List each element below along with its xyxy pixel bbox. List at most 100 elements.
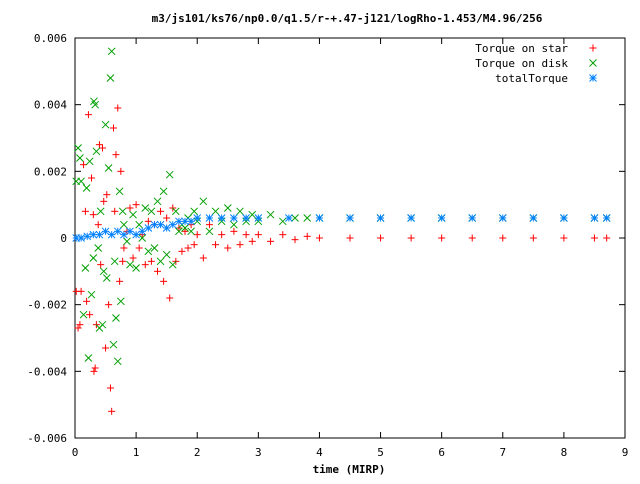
x-tick-label: 3 <box>255 446 262 459</box>
data-point <box>291 214 299 222</box>
data-point <box>144 224 153 232</box>
data-point <box>85 157 94 166</box>
data-point <box>84 111 92 119</box>
data-point <box>110 257 119 266</box>
data-point <box>116 297 125 306</box>
data-point <box>91 100 100 109</box>
data-point <box>230 227 238 235</box>
x-tick-label: 9 <box>622 446 629 459</box>
data-point <box>100 197 108 205</box>
data-point <box>120 220 128 229</box>
data-point <box>108 407 116 415</box>
data-point <box>156 257 165 266</box>
data-point <box>129 210 137 219</box>
data-point <box>303 232 311 240</box>
data-point <box>119 257 127 265</box>
data-point <box>168 260 177 269</box>
data-point <box>126 260 134 269</box>
data-point <box>193 214 202 222</box>
data-point <box>159 187 168 196</box>
data-point <box>99 267 108 276</box>
data-point <box>178 247 186 255</box>
data-point <box>113 357 122 366</box>
data-point <box>81 207 89 215</box>
data-point <box>106 384 114 392</box>
data-point <box>205 214 214 222</box>
data-point <box>205 227 214 236</box>
data-point <box>181 227 189 235</box>
data-point <box>165 170 174 179</box>
data-point <box>138 234 147 242</box>
legend-marker <box>589 44 597 52</box>
data-point <box>175 217 183 226</box>
data-point <box>89 211 97 219</box>
data-point <box>135 244 143 252</box>
x-tick-label: 7 <box>499 446 506 459</box>
data-point <box>602 214 611 222</box>
data-point <box>163 214 171 222</box>
data-point <box>153 197 162 206</box>
data-point <box>112 151 120 159</box>
series-torque-on-disk <box>72 47 611 366</box>
data-point <box>438 234 446 242</box>
data-point <box>141 261 149 269</box>
data-point <box>74 144 82 152</box>
data-point <box>150 244 159 252</box>
data-point <box>135 220 144 229</box>
y-tick-label: -0.002 <box>27 299 67 312</box>
data-point <box>109 340 118 349</box>
series-torque-on-star <box>72 104 611 415</box>
x-tick-label: 2 <box>194 446 201 459</box>
series-totaltorque <box>72 214 611 242</box>
data-point <box>77 234 85 242</box>
data-point <box>126 227 134 236</box>
data-point <box>267 237 275 245</box>
x-tick-label: 4 <box>316 446 323 459</box>
data-point <box>278 217 287 226</box>
data-point <box>82 184 91 192</box>
data-point <box>94 244 103 252</box>
data-point <box>84 354 93 362</box>
y-tick-label: 0.002 <box>34 165 67 178</box>
data-point <box>217 214 226 222</box>
x-axis-label: time (MIRP) <box>313 463 386 476</box>
data-point <box>103 191 111 199</box>
data-point <box>303 214 312 222</box>
y-tick-label: -0.004 <box>27 365 67 378</box>
data-point <box>254 231 262 239</box>
data-point <box>223 204 232 212</box>
data-point <box>123 237 131 246</box>
data-point <box>95 141 103 149</box>
data-point <box>254 214 263 222</box>
data-point <box>193 231 201 239</box>
data-point <box>468 234 476 242</box>
data-point <box>95 230 104 239</box>
data-point <box>76 154 84 162</box>
legend: Torque on star Torque on disk totalTorque <box>475 42 597 85</box>
data-point <box>86 311 94 319</box>
data-point <box>147 257 155 265</box>
data-point <box>285 214 293 222</box>
data-point <box>132 201 140 209</box>
data-point <box>156 220 165 229</box>
data-point <box>181 217 189 226</box>
data-point <box>248 210 257 219</box>
data-point <box>236 241 244 249</box>
data-point <box>242 214 250 222</box>
data-point <box>181 224 189 232</box>
data-point <box>105 301 113 309</box>
data-point <box>104 164 113 172</box>
data-point <box>120 230 128 239</box>
data-point <box>211 207 220 216</box>
x-tick-label: 8 <box>561 446 568 459</box>
data-point <box>212 241 220 249</box>
data-point <box>141 204 150 212</box>
data-point <box>236 207 244 216</box>
data-point <box>560 234 568 242</box>
data-point <box>117 167 125 175</box>
legend-label: Torque on disk <box>475 57 568 70</box>
data-point <box>97 261 105 269</box>
data-point <box>138 227 147 236</box>
data-marks <box>72 47 611 415</box>
